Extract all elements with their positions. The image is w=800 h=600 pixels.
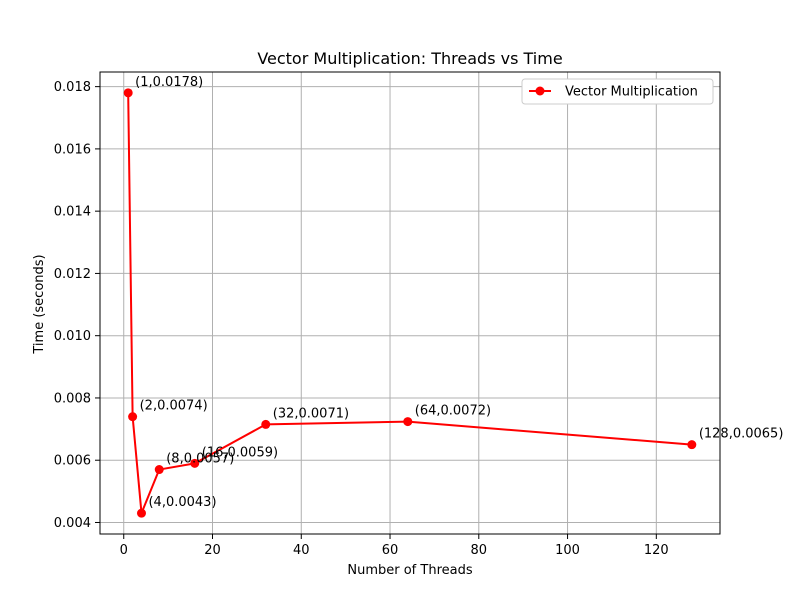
y-axis-label: Time (seconds) xyxy=(32,254,47,354)
x-axis: 0 20 40 60 80 100 120 xyxy=(120,534,669,558)
y-axis: 0.004 0.006 0.008 0.010 0.012 0.014 0.016 0.018 xyxy=(54,80,100,531)
y-tick-label: 0.010 xyxy=(54,329,91,344)
data-label: (2,0.0074) xyxy=(140,399,208,414)
grid xyxy=(100,72,720,534)
legend-box xyxy=(521,78,714,105)
y-tick-label: 0.018 xyxy=(54,80,91,95)
x-tick-label: 20 xyxy=(204,543,221,558)
series-line xyxy=(127,92,692,515)
legend-marker xyxy=(535,86,545,96)
legend-label: Vector Multiplication xyxy=(565,85,698,100)
y-tick-label: 0.008 xyxy=(54,391,91,406)
y-tick-label: 0.016 xyxy=(54,142,91,157)
chart-title: Vector Multiplication: Threads vs Time xyxy=(257,49,562,68)
data-label: (16,0.0059) xyxy=(202,445,278,460)
x-tick-label: 60 xyxy=(382,543,399,558)
data-label: (32,0.0071) xyxy=(273,406,349,421)
x-tick-label: 40 xyxy=(293,543,310,558)
y-tick-label: 0.012 xyxy=(54,267,91,282)
x-tick-label: 100 xyxy=(555,543,580,558)
data-point xyxy=(154,465,164,475)
data-point xyxy=(687,440,697,450)
data-label: (128,0.0065) xyxy=(699,427,784,442)
x-tick-label: 120 xyxy=(644,543,669,558)
data-point xyxy=(403,417,413,427)
data-point xyxy=(136,508,146,518)
y-tick-label: 0.006 xyxy=(54,454,91,469)
x-tick-label: 80 xyxy=(471,543,488,558)
data-point xyxy=(190,458,200,468)
legend: Vector Multiplication xyxy=(521,78,714,105)
data-point xyxy=(128,412,138,422)
data-label: (64,0.0072) xyxy=(415,404,491,419)
data-label: (8,0.0057) xyxy=(166,452,234,467)
x-tick-label: 0 xyxy=(120,543,128,558)
x-axis-label: Number of Threads xyxy=(347,563,472,578)
y-tick-label: 0.004 xyxy=(54,516,91,531)
y-tick-label: 0.014 xyxy=(54,205,91,220)
series-layer xyxy=(123,88,697,518)
data-label: (4,0.0043) xyxy=(148,495,216,510)
plot-frame xyxy=(99,71,721,535)
data-label: (1,0.0178) xyxy=(135,75,203,90)
data-point xyxy=(261,419,271,429)
data-point xyxy=(123,88,133,98)
annotations: (1,0.0178) (2,0.0074) (4,0.0043) (8,0.0057)… xyxy=(135,75,783,510)
